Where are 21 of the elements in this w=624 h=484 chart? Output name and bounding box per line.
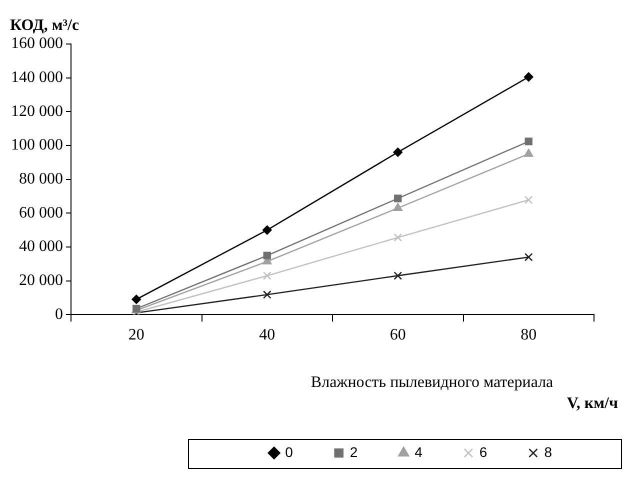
legend-label: 6 — [479, 444, 488, 460]
legend-label: 0 — [285, 444, 294, 460]
legend-label: 4 — [414, 444, 423, 460]
y-tick-label: 0 — [55, 306, 63, 323]
y-tick-label: 140 000 — [11, 69, 63, 86]
y-tick-label: 120 000 — [11, 102, 63, 120]
x-tick-label: 60 — [390, 326, 406, 344]
y-tick-label: 100 000 — [11, 136, 63, 154]
y-tick-label: 160 000 — [11, 35, 63, 52]
x-tick-label: 20 — [128, 326, 144, 344]
x-tick-label: 40 — [259, 326, 276, 344]
x-axis-title: V, км/ч — [566, 395, 618, 412]
y-tick-label: 20 000 — [19, 272, 63, 289]
y-tick-label: 80 000 — [19, 170, 63, 188]
y-axis-title: КОД, м³/с — [10, 17, 80, 34]
legend-label: 2 — [350, 444, 358, 460]
y-tick-label: 40 000 — [19, 238, 63, 256]
legend-label: 8 — [544, 444, 552, 460]
x-tick-label: 80 — [520, 326, 537, 344]
y-tick-label: 60 000 — [19, 204, 63, 222]
legend-title: Влажность пылевидного материала — [310, 374, 554, 392]
